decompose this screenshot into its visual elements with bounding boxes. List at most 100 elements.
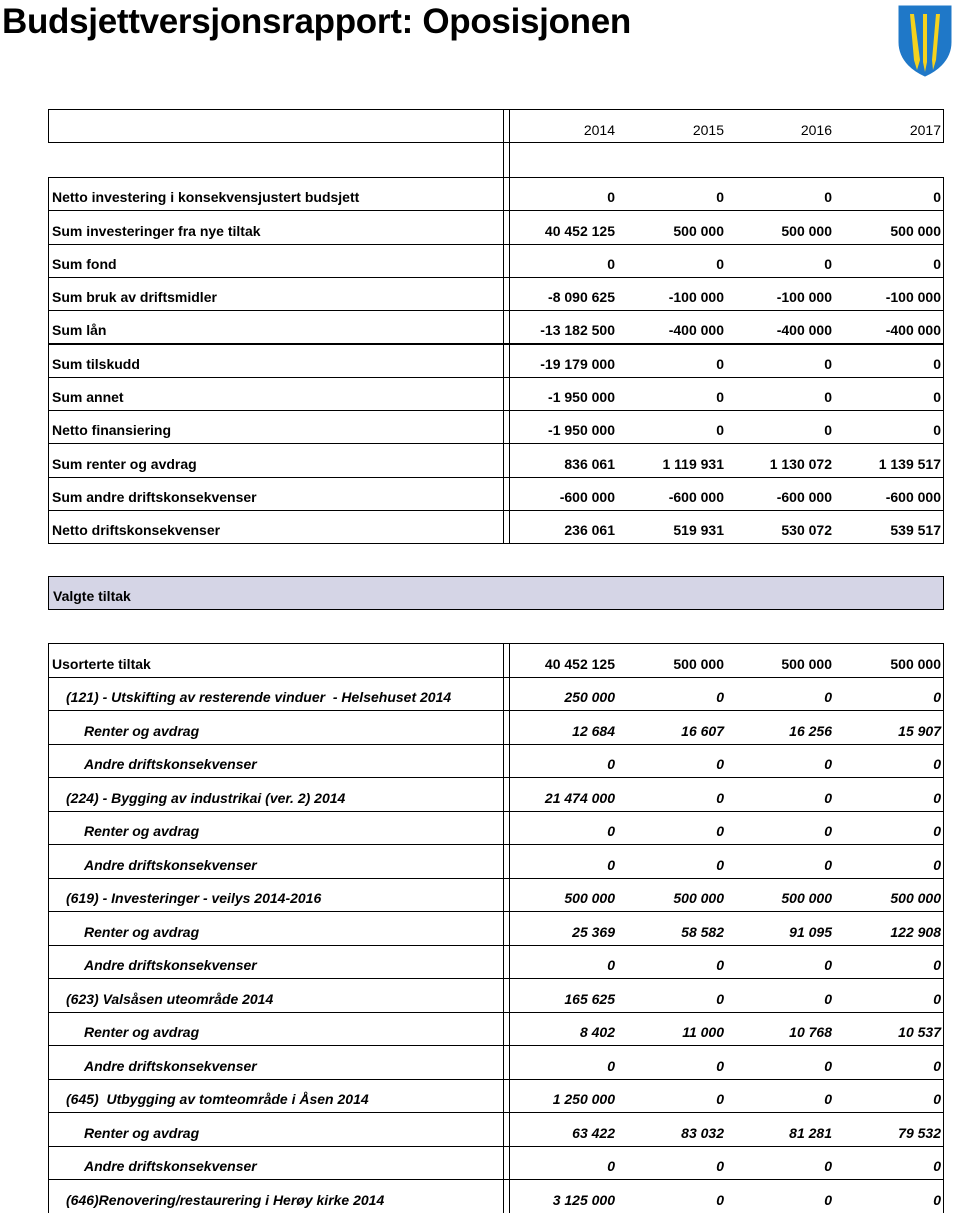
row-label: (646)Renovering/restaurering i Herøy kir… — [66, 1191, 385, 1208]
value-cell: 0 — [716, 856, 724, 873]
value-cell: 3 125 000 — [552, 1191, 615, 1208]
value-cell: 0 — [716, 1191, 724, 1208]
value-cell: 15 907 — [898, 722, 941, 739]
value-cell: 519 931 — [673, 522, 724, 539]
value-cell: 40 452 125 — [544, 222, 615, 239]
value-cell: 0 — [716, 255, 724, 272]
value-cell: 0 — [933, 823, 941, 839]
value-cell: 0 — [824, 1191, 832, 1208]
value-cell: 79 532 — [898, 1124, 941, 1141]
row-label: Renter og avdrag — [84, 823, 200, 839]
value-cell: 0 — [716, 957, 724, 973]
value-cell: 0 — [933, 689, 941, 705]
value-cell: 11 000 — [682, 1024, 724, 1040]
value-cell: 0 — [933, 1158, 941, 1174]
value-cell: 1 139 517 — [878, 455, 941, 472]
column-divider — [503, 643, 504, 1213]
value-cell: 0 — [824, 823, 832, 839]
section-title: Valgte tiltak — [48, 576, 944, 610]
value-cell: -400 000 — [885, 322, 941, 339]
row-label: (224) - Bygging av industrikai (ver. 2) … — [66, 789, 346, 806]
row-label: Andre driftskonsekvenser — [84, 957, 257, 973]
value-cell: 40 452 125 — [544, 655, 615, 672]
value-cell: 0 — [933, 1091, 941, 1107]
row-label: Sum fond — [52, 255, 117, 272]
value-cell: -13 182 500 — [540, 322, 615, 339]
value-cell: 0 — [933, 389, 941, 406]
value-cell: 500 000 — [781, 655, 832, 672]
row-label: Netto finansiering — [52, 422, 172, 439]
value-cell: 165 625 — [564, 990, 615, 1007]
value-cell: 0 — [824, 756, 832, 772]
logo — [898, 5, 952, 77]
value-cell: 500 000 — [890, 222, 941, 239]
value-cell: 1 130 072 — [769, 455, 832, 472]
value-cell: -8 090 625 — [548, 289, 615, 306]
value-cell: 0 — [933, 422, 941, 439]
value-cell: -400 000 — [776, 322, 832, 339]
value-cell: 0 — [716, 422, 724, 439]
value-cell: 0 — [716, 990, 724, 1007]
value-cell: 0 — [824, 856, 832, 873]
value-cell: -1 950 000 — [548, 422, 615, 439]
value-cell: 58 582 — [681, 923, 724, 940]
value-cell: 500 000 — [781, 222, 832, 239]
value-cell: 0 — [824, 255, 832, 272]
value-cell: 0 — [824, 789, 832, 806]
row-label: Sum tilskudd — [52, 355, 140, 372]
row-label: Renter og avdrag — [84, 923, 200, 940]
value-cell: 0 — [933, 255, 941, 272]
value-cell: -600 000 — [776, 488, 832, 505]
value-cell: 0 — [607, 189, 615, 206]
value-cell: 0 — [824, 689, 832, 705]
value-cell: 0 — [716, 689, 724, 705]
value-cell: 0 — [607, 1158, 615, 1174]
value-cell: 500 000 — [890, 655, 941, 672]
value-cell: -100 000 — [776, 289, 832, 306]
value-cell: -600 000 — [885, 488, 941, 505]
value-cell: 0 — [716, 355, 724, 372]
value-cell: 25 369 — [572, 923, 615, 940]
row-label: Andre driftskonsekvenser — [84, 1057, 257, 1074]
row — [48, 510, 944, 545]
row-label: (619) - Investeringer - veilys 2014-2016 — [66, 890, 322, 906]
value-cell: 500 000 — [564, 890, 615, 906]
value-cell: -19 179 000 — [540, 355, 615, 372]
value-cell: -600 000 — [668, 488, 724, 505]
value-cell: 16 256 — [789, 722, 832, 739]
value-cell: 8 402 — [579, 1024, 615, 1040]
row-label: Sum investeringer fra nye tiltak — [52, 222, 261, 239]
value-cell: 63 422 — [572, 1124, 615, 1141]
value-cell: 12 684 — [572, 722, 615, 739]
value-cell: 250 000 — [564, 689, 615, 705]
value-cell: 0 — [824, 1057, 832, 1074]
value-cell: 0 — [607, 756, 615, 772]
value-cell: 0 — [933, 1191, 941, 1208]
value-cell: 0 — [933, 957, 941, 973]
value-cell: 0 — [933, 789, 941, 806]
header-row — [48, 109, 944, 143]
value-cell: 530 072 — [781, 522, 832, 539]
value-cell: 500 000 — [673, 655, 724, 672]
value-cell: 91 095 — [789, 923, 832, 940]
value-cell: 0 — [933, 990, 941, 1007]
value-cell: 0 — [824, 389, 832, 406]
value-cell: 500 000 — [673, 222, 724, 239]
value-cell: 0 — [607, 856, 615, 873]
value-cell: 2014 — [583, 122, 615, 138]
value-cell: 0 — [824, 189, 832, 206]
value-cell: 500 000 — [890, 890, 941, 906]
value-cell: 500 000 — [781, 890, 832, 906]
value-cell: 0 — [716, 823, 724, 839]
row-label: (645) Utbygging av tomteområde i Åsen 20… — [66, 1091, 369, 1107]
value-cell: 0 — [824, 355, 832, 372]
column-divider — [509, 109, 510, 543]
value-cell: 0 — [716, 1057, 724, 1074]
value-cell: 0 — [824, 422, 832, 439]
row-label: Andre driftskonsekvenser — [84, 856, 257, 873]
value-cell: 1 119 931 — [662, 455, 724, 472]
row-label: Sum lån — [52, 322, 107, 339]
value-cell: 2016 — [800, 122, 832, 138]
value-cell: 0 — [716, 756, 724, 772]
